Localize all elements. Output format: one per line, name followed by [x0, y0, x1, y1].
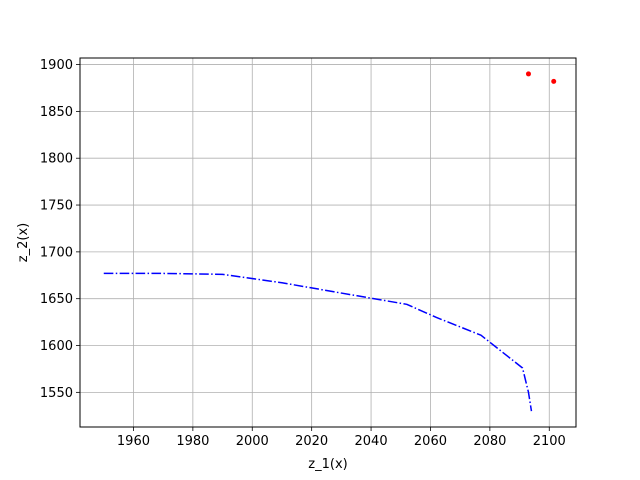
x-tick-label: 2020: [295, 434, 328, 449]
plot-background: [80, 58, 576, 427]
scatter-point: [525, 71, 531, 77]
x-tick-label: 2100: [533, 434, 566, 449]
scatter-point: [551, 78, 557, 84]
x-tick-label: 2080: [473, 434, 506, 449]
x-axis-label: z_1(x): [308, 457, 347, 472]
plot-frame: [79, 57, 577, 428]
x-tick-label: 2000: [236, 434, 269, 449]
axis-ticks: 1960 1980 2000 2020 2040 2060 2080 2100 1550 1600…: [40, 58, 566, 449]
y-tick-label: 1850: [40, 105, 73, 120]
series-line-1: [103, 272, 533, 412]
y-tick-label: 1650: [40, 292, 73, 307]
y-tick-label: 1600: [40, 339, 73, 354]
y-tick-label: 1550: [40, 386, 73, 401]
x-tick-label: 1960: [117, 434, 150, 449]
x-tick-label: 2060: [414, 434, 447, 449]
series-layer: [103, 71, 557, 412]
y-tick-label: 1800: [40, 152, 73, 167]
y-tick-label: 1900: [40, 58, 73, 73]
x-tick-label: 1980: [176, 434, 209, 449]
y-axis-label: z_2(x): [16, 223, 31, 262]
y-tick-label: 1700: [40, 245, 73, 260]
y-tick-label: 1750: [40, 199, 73, 214]
x-tick-label: 2040: [355, 434, 388, 449]
